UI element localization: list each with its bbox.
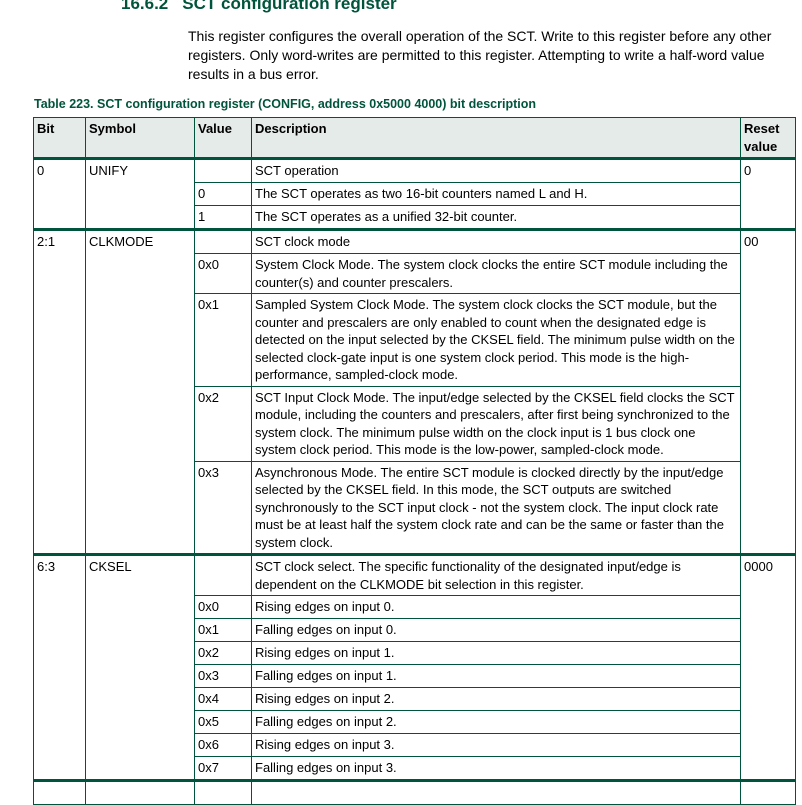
value-cell: 0x2	[194, 385, 252, 462]
value-cell	[194, 553, 252, 596]
value-cell: 0x6	[194, 733, 252, 757]
value-cell: 0x1	[194, 618, 252, 642]
description-cell: SCT clock mode	[251, 228, 741, 254]
description-cell: The SCT operates as a unified 32-bit cou…	[251, 205, 741, 230]
table-row: 0 UNIFY SCT operation 0	[33, 157, 796, 230]
value-cell: 1	[194, 205, 252, 230]
description-cell: SCT clock select. The specific functiona…	[251, 553, 741, 596]
table-row: 2:1 CLKMODE SCT clock mode 00	[33, 228, 796, 555]
empty-cell	[33, 779, 86, 805]
section-number: 16.6.2	[121, 0, 169, 13]
table-row: 0x0 System Clock Mode. The system clock c…	[34, 253, 796, 294]
table-row: 0x5 Falling edges on input 2.	[34, 710, 796, 734]
header-bit: Bit	[33, 117, 86, 160]
empty-cell	[251, 779, 741, 805]
intro-paragraph: This register configures the overall ope…	[188, 28, 772, 82]
value-cell: 0x3	[194, 460, 252, 555]
description-cell: The SCT operates as two 16-bit counters …	[251, 182, 741, 206]
description-cell: Rising edges on input 1.	[251, 641, 741, 665]
header-symbol: Symbol	[85, 117, 195, 160]
symbol-cell: CLKMODE	[85, 228, 195, 555]
description-cell: Falling edges on input 3.	[251, 756, 741, 781]
empty-cell	[194, 779, 252, 805]
section-title: SCT configuration register	[182, 0, 397, 13]
value-cell: 0x4	[194, 687, 252, 711]
symbol-cell: UNIFY	[85, 157, 195, 230]
description-cell: Falling edges on input 2.	[251, 710, 741, 734]
header-reset: Reset value	[740, 117, 796, 160]
table-row: 6:3 CKSEL SCT clock select. The specific f…	[33, 553, 796, 781]
table-row: 1 The SCT operates as a unified 32-bit co…	[34, 205, 796, 230]
value-cell	[194, 157, 252, 183]
table-row: 0x1 Sampled System Clock Mode. The system…	[34, 293, 796, 387]
header-value: Value	[194, 117, 252, 160]
description-cell: System Clock Mode. The system clock cloc…	[251, 253, 741, 294]
description-cell: Asynchronous Mode. The entire SCT module…	[251, 460, 741, 555]
table-row: 0x2 Rising edges on input 1.	[34, 641, 796, 665]
bit-description-table: Bit Symbol Value Description Reset value…	[33, 117, 796, 805]
reset-cell: 00	[740, 228, 796, 555]
description-cell: SCT Input Clock Mode. The input/edge sel…	[251, 385, 741, 462]
value-cell	[194, 228, 252, 254]
value-cell: 0x1	[194, 293, 252, 387]
value-cell: 0	[194, 182, 252, 206]
table-row: 0x3 Falling edges on input 1.	[34, 664, 796, 688]
header-description: Description	[251, 117, 741, 160]
description-cell: Rising edges on input 3.	[251, 733, 741, 757]
bit-cell: 2:1	[33, 228, 86, 555]
value-cell: 0x0	[194, 253, 252, 294]
empty-cell	[85, 779, 195, 805]
empty-cell	[740, 779, 796, 805]
value-cell: 0x5	[194, 710, 252, 734]
table-caption: Table 223. SCT configuration register (C…	[34, 97, 536, 111]
value-cell: 0x2	[194, 641, 252, 665]
description-cell: Rising edges on input 0.	[251, 595, 741, 619]
description-cell: Falling edges on input 0.	[251, 618, 741, 642]
value-cell: 0x7	[194, 756, 252, 781]
table-row: 0x4 Rising edges on input 2.	[34, 687, 796, 711]
section-heading: 16.6.2 SCT configuration register	[121, 0, 397, 14]
reset-cell: 0000	[740, 553, 796, 781]
table-header-row: Bit Symbol Value Description Reset value	[33, 117, 796, 160]
value-cell: 0x3	[194, 664, 252, 688]
table-row: 0x2 SCT Input Clock Mode. The input/edge …	[34, 385, 796, 462]
description-cell: Falling edges on input 1.	[251, 664, 741, 688]
symbol-cell: CKSEL	[85, 553, 195, 781]
bit-cell: 6:3	[33, 553, 86, 781]
table-row: 0x3 Asynchronous Mode. The entire SCT mod…	[34, 460, 796, 555]
description-cell: SCT operation	[251, 157, 741, 183]
description-cell: Sampled System Clock Mode. The system cl…	[251, 293, 741, 387]
value-cell: 0x0	[194, 595, 252, 619]
reset-cell: 0	[740, 157, 796, 230]
bit-cell: 0	[33, 157, 86, 230]
description-cell: Rising edges on input 2.	[251, 687, 741, 711]
table-row	[33, 779, 796, 805]
